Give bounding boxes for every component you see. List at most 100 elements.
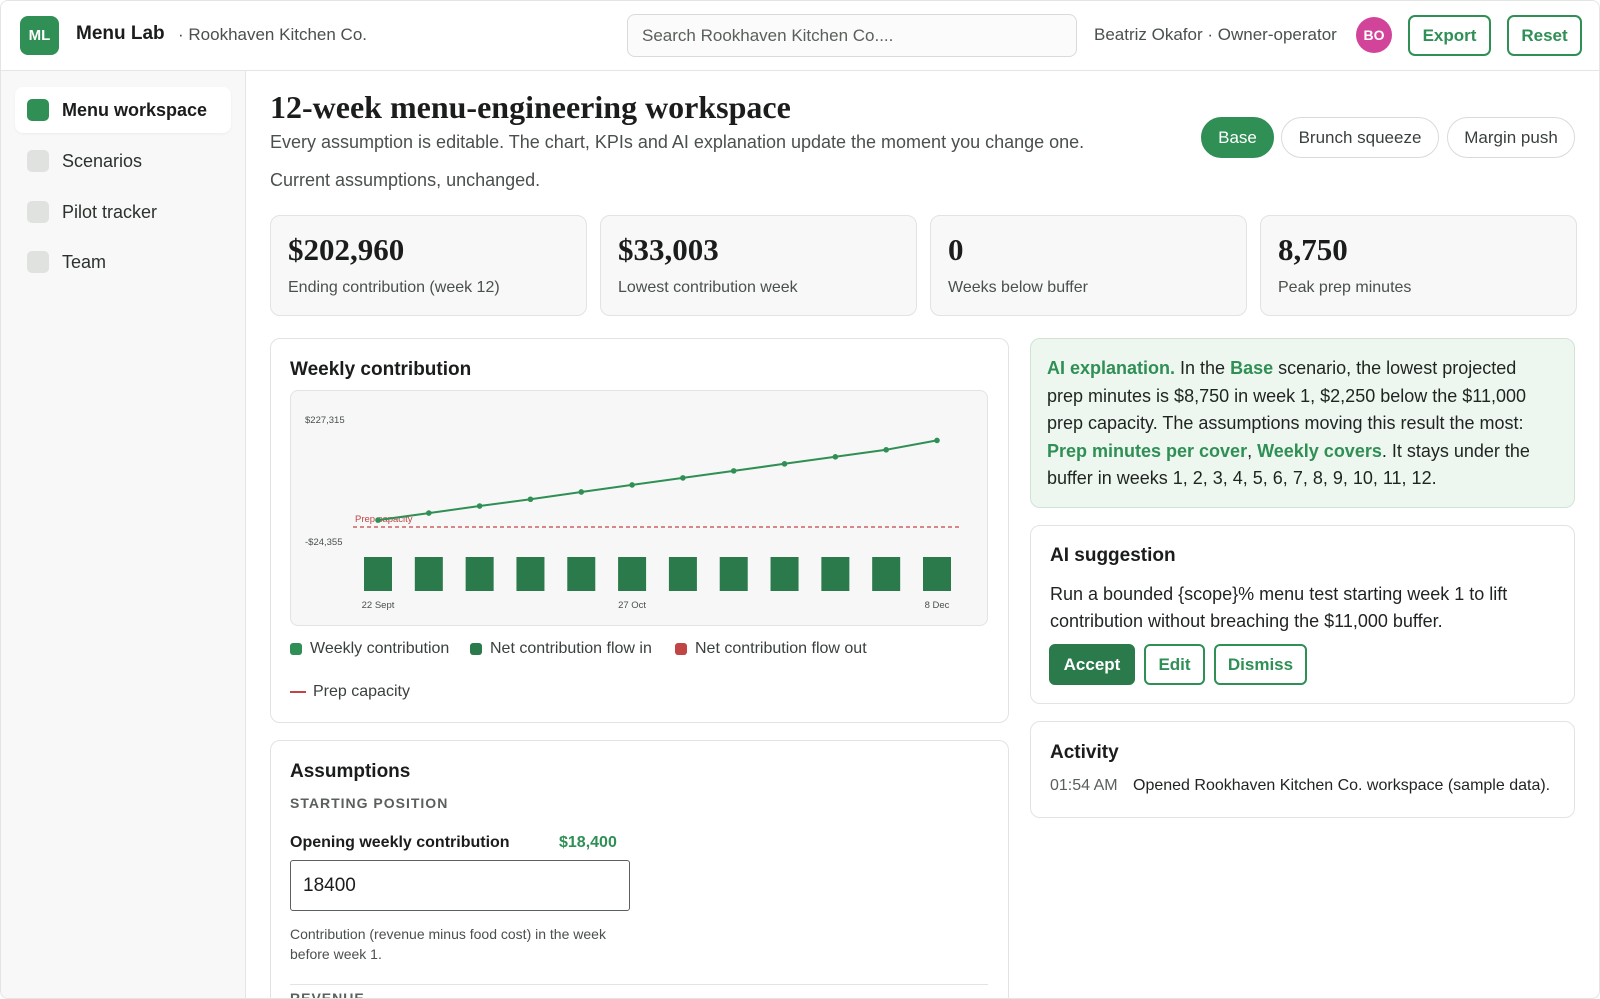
ai-driver-prep-minutes: Prep minutes per cover bbox=[1047, 440, 1248, 461]
weekly-contribution-point bbox=[629, 482, 635, 488]
activity-title: Activity bbox=[1050, 742, 1119, 763]
bar-flow-in bbox=[414, 557, 443, 591]
dismiss-button[interactable]: Dismiss bbox=[1214, 644, 1307, 685]
kpi-label: Ending contribution (week 12) bbox=[288, 279, 500, 296]
sidebar-item-pilot-tracker[interactable]: Pilot tracker bbox=[15, 189, 231, 235]
sidebar-item-label: Team bbox=[62, 251, 107, 272]
bar-flow-in bbox=[719, 557, 748, 591]
sidebar-item-team[interactable]: Team bbox=[15, 239, 231, 285]
weekly-contribution-point bbox=[578, 489, 585, 495]
app-name: Menu Lab bbox=[76, 23, 165, 44]
assumptions-title: Assumptions bbox=[290, 761, 411, 782]
page-title: 12-week menu-engineering workspace bbox=[270, 89, 791, 125]
sidebar-item-label: Scenarios bbox=[62, 150, 143, 171]
weekly-contribution-point bbox=[476, 503, 483, 509]
bar-flow-in bbox=[364, 557, 392, 591]
legend-swatch bbox=[290, 691, 306, 693]
accept-button[interactable]: Accept bbox=[1049, 644, 1135, 685]
bar-flow-in bbox=[923, 557, 951, 591]
opening-contribution-help: Contribution (revenue minus food cost) i… bbox=[290, 926, 606, 962]
kpi-ending-contribution: $202,960 Ending contribution (week 12) bbox=[270, 215, 587, 316]
x-tick-label: 27 Oct bbox=[618, 600, 646, 611]
status-text: Current assumptions, unchanged. bbox=[270, 170, 541, 190]
legend-label: Prep capacity bbox=[313, 683, 410, 700]
user-label: Beatriz Okafor · Owner-operator bbox=[1094, 25, 1337, 44]
kpi-lowest-contribution: $33,003 Lowest contribution week bbox=[600, 215, 917, 316]
chart-card: Weekly contribution $227,315 -$24,355 Prep… bbox=[270, 338, 1009, 723]
legend-swatch bbox=[290, 643, 302, 655]
search-input[interactable] bbox=[627, 14, 1077, 57]
kpi-label: Peak prep minutes bbox=[1278, 279, 1412, 296]
bar-flow-in bbox=[770, 557, 799, 591]
legend-weekly-contribution: Weekly contribution bbox=[290, 640, 449, 658]
legend-flow-out: Net contribution flow out bbox=[675, 640, 867, 658]
bar-flow-in bbox=[516, 557, 545, 591]
kpi-value: 0 bbox=[948, 232, 964, 267]
bar-flow-in bbox=[821, 557, 850, 591]
scenario-tab-margin-push[interactable]: Margin push bbox=[1447, 117, 1575, 158]
legend-label: Net contribution flow out bbox=[695, 640, 867, 657]
ai-suggestion-card: AI suggestion Run a bounded {scope}% men… bbox=[1030, 525, 1575, 704]
section-starting-position: STARTING POSITION bbox=[290, 795, 449, 811]
kpi-weeks-below-buffer: 0 Weeks below buffer bbox=[930, 215, 1247, 316]
ai-explanation-text: AI explanation. In the Base scenario, th… bbox=[1047, 355, 1557, 493]
sidebar-item-label: Menu workspace bbox=[62, 99, 208, 120]
bar-flow-in bbox=[465, 557, 494, 591]
kpi-peak-prep-minutes: 8,750 Peak prep minutes bbox=[1260, 215, 1577, 316]
opening-contribution-value: $18,400 bbox=[559, 834, 617, 851]
weekly-contribution-point bbox=[883, 446, 889, 453]
assumptions-card: Assumptions STARTING POSITION Opening we… bbox=[270, 740, 1009, 999]
ai-suggestion-text: Run a bounded {scope}% menu test startin… bbox=[1050, 584, 1508, 631]
x-tick-label: 8 Dec bbox=[925, 600, 950, 611]
legend-swatch bbox=[675, 643, 687, 655]
weekly-contribution-point bbox=[730, 468, 737, 474]
activity-card: Activity 01:54 AM Opened Rookhaven Kitch… bbox=[1030, 721, 1575, 818]
team-icon bbox=[27, 251, 49, 273]
ai-driver-weekly-covers: Weekly covers bbox=[1257, 440, 1382, 461]
bar-flow-in bbox=[567, 557, 596, 591]
section-revenue: REVENUE bbox=[290, 990, 365, 999]
ai-explanation-card: AI explanation. In the Base scenario, th… bbox=[1030, 338, 1575, 508]
reset-button[interactable]: Reset bbox=[1507, 15, 1582, 56]
sidebar-item-label: Pilot tracker bbox=[62, 201, 158, 222]
x-tick-label: 22 Sept bbox=[362, 600, 395, 611]
page-subtitle: Every assumption is editable. The chart,… bbox=[270, 132, 1085, 152]
scenario-tab-brunch-squeeze[interactable]: Brunch squeeze bbox=[1281, 117, 1439, 158]
legend-label: Net contribution flow in bbox=[490, 640, 652, 657]
opening-contribution-input[interactable] bbox=[290, 860, 630, 911]
avatar[interactable]: BO bbox=[1356, 17, 1392, 53]
top-bar: ML Menu Lab · Rookhaven Kitchen Co. Beat… bbox=[1, 1, 1599, 71]
kpi-label: Lowest contribution week bbox=[618, 279, 798, 296]
sidebar: Menu workspace Scenarios Pilot tracker T… bbox=[1, 71, 246, 998]
legend-prep-capacity: Prep capacity bbox=[290, 683, 410, 701]
export-button[interactable]: Export bbox=[1408, 15, 1491, 56]
menu-workspace-icon bbox=[27, 99, 49, 121]
kpi-value: $33,003 bbox=[618, 232, 719, 267]
scenarios-icon bbox=[27, 150, 49, 172]
weekly-contribution-point bbox=[781, 461, 788, 467]
divider bbox=[290, 984, 988, 985]
sidebar-item-menu-workspace[interactable]: Menu workspace bbox=[15, 87, 231, 133]
bar-flow-in bbox=[872, 557, 901, 591]
weekly-contribution-point bbox=[934, 437, 940, 444]
scenario-tab-base[interactable]: Base bbox=[1201, 117, 1274, 158]
sidebar-item-scenarios[interactable]: Scenarios bbox=[15, 138, 231, 184]
edit-button[interactable]: Edit bbox=[1144, 644, 1205, 685]
weekly-contribution-point bbox=[832, 454, 839, 460]
bar-flow-in bbox=[668, 557, 697, 591]
legend-flow-in: Net contribution flow in bbox=[470, 640, 652, 658]
ai-explanation-lead: AI explanation. bbox=[1047, 358, 1176, 378]
pilot-tracker-icon bbox=[27, 201, 49, 223]
weekly-contribution-point bbox=[680, 475, 686, 481]
kpi-label: Weeks below buffer bbox=[948, 279, 1088, 296]
ai-text-part: In the bbox=[1175, 358, 1231, 378]
chart-area: $227,315 -$24,355 Prep capacity 22 Sept 27 O… bbox=[290, 390, 988, 626]
ai-text-part: . It stays under the buffer in weeks 1, … bbox=[1047, 440, 1530, 489]
legend-swatch bbox=[470, 643, 482, 655]
opening-contribution-label: Opening weekly contribution bbox=[290, 834, 510, 851]
kpi-value: 8,750 bbox=[1278, 232, 1348, 267]
weekly-contribution-point bbox=[527, 496, 534, 503]
kpi-value: $202,960 bbox=[288, 232, 405, 267]
